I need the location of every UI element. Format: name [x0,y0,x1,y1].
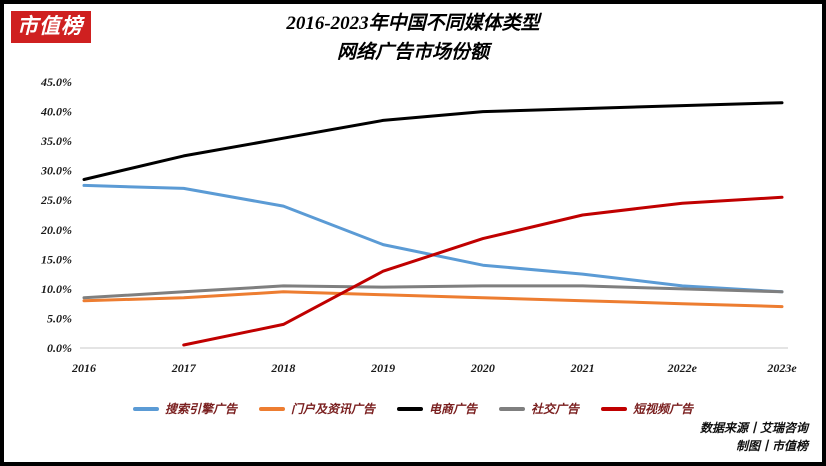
y-axis-tick-label: 30.0% [40,164,72,178]
y-axis-tick-label: 5.0% [47,311,72,325]
legend-item-0: 搜索引擎广告 [132,400,237,417]
y-axis-tick-label: 40.0% [40,105,72,119]
legend-label: 门户及资讯广告 [290,402,375,416]
x-axis-tick-label: 2018 [270,361,295,375]
series-line-0 [82,183,784,294]
legend-item-2: 电商广告 [396,400,477,417]
line-chart: 0.0% 5.0% 10.0% 15.0% 20.0% 25.0% 30.0% 35.0% 40… [4,70,822,382]
legend-item-4: 短视频广告 [601,400,693,417]
chart-title-line1: 2016-2023年中国不同媒体类型 [286,13,540,34]
y-axis-tick-label: 25.0% [40,193,72,207]
y-axis-tick-label: 45.0% [40,75,72,89]
y-axis-tick-label: 0.0% [47,341,72,355]
series-line-2 [82,101,784,181]
legend-label: 社交广告 [531,402,580,416]
x-axis-tick-label: 2021 [570,361,595,375]
chart-footer: 数据来源丨艾瑞咨询 制图丨市值榜 [700,419,808,456]
chart-credit-label: 制图丨市值榜 [735,439,808,454]
legend-item-1: 门户及资讯广告 [258,400,375,417]
legend-label: 短视频广告 [633,402,694,416]
chart-canvas: 0.0% 5.0% 10.0% 15.0% 20.0% 25.0% 30.0% 35.0% 40… [40,75,797,375]
chart-title: 2016-2023年中国不同媒体类型 网络广告市场份额 [4,10,822,67]
legend-label: 搜索引擎广告 [164,402,237,416]
brand-logo: 市值榜 [11,11,91,44]
series-line-4 [182,195,784,347]
legend-label: 电商广告 [428,402,477,416]
legend-swatch-icon [601,406,628,411]
y-axis-tick-label: 20.0% [40,223,72,237]
legend-swatch-icon [396,406,423,411]
x-axis-tick-label: 2019 [370,361,395,375]
legend-swatch-icon [258,406,285,411]
x-axis-tick-label: 2023e [766,361,797,375]
x-axis-tick-label: 2016 [71,361,96,375]
series-line-3 [82,284,784,300]
x-axis-tick-label: 2017 [171,361,197,375]
x-axis-tick-label: 2020 [470,361,495,375]
chart-title-line2: 网络广告市场份额 [336,41,489,63]
y-axis-tick-label: 15.0% [41,252,72,266]
legend-item-3: 社交广告 [499,400,579,417]
x-axis-tick-label: 2022e [667,361,698,375]
legend-swatch-icon [132,406,159,411]
y-axis-tick-label: 10.0% [41,282,72,296]
series-line-1 [82,290,784,309]
data-source-label: 数据来源丨艾瑞咨询 [699,420,808,435]
chart-legend: 搜索引擎广告 门户及资讯广告 电商广告 社交广告 短视频广告 [4,400,822,417]
legend-swatch-icon [499,406,525,411]
y-axis-tick-label: 35.0% [40,134,72,148]
